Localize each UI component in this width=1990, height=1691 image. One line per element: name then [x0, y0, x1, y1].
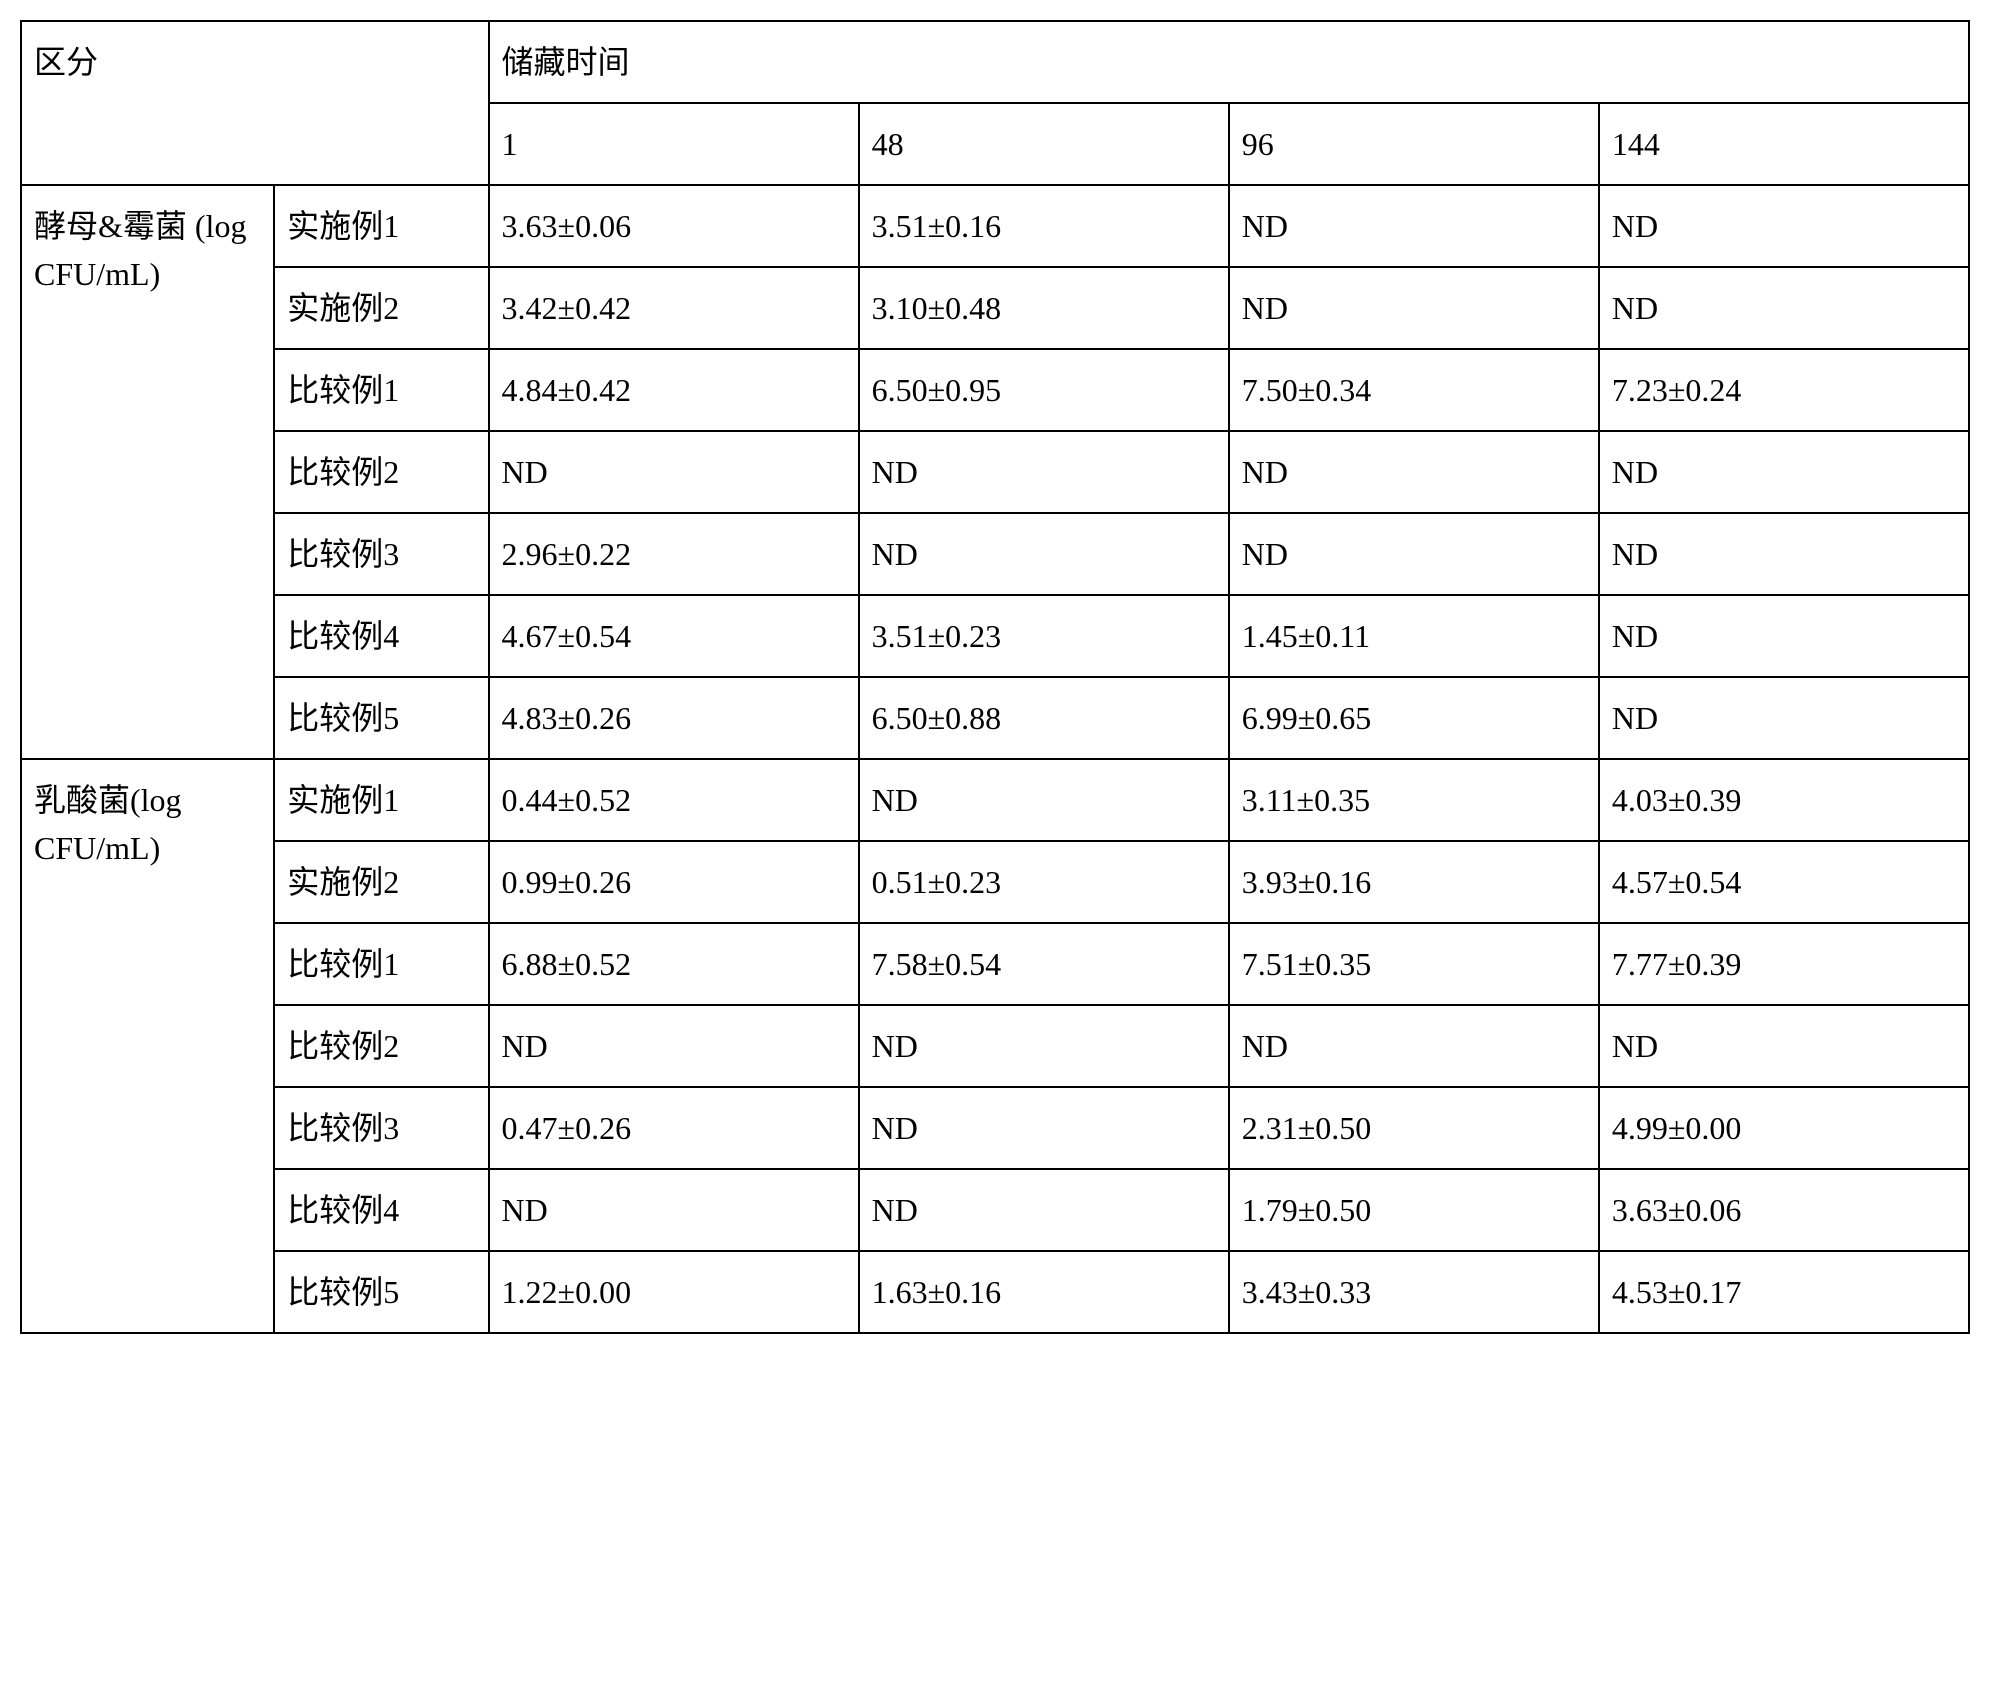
- cell-value: 6.88±0.52: [489, 923, 859, 1005]
- cell-value: 1.45±0.11: [1229, 595, 1599, 677]
- cell-value: ND: [859, 1005, 1229, 1087]
- cell-value: 7.50±0.34: [1229, 349, 1599, 431]
- table-row: 比较例5 4.83±0.26 6.50±0.88 6.99±0.65 ND: [21, 677, 1969, 759]
- cell-value: 4.53±0.17: [1599, 1251, 1969, 1333]
- data-table: 区分 储藏时间 1 48 96 144 酵母&霉菌 (log CFU/mL) 实…: [20, 20, 1970, 1334]
- cell-value: ND: [859, 1169, 1229, 1251]
- table-row: 比较例4 4.67±0.54 3.51±0.23 1.45±0.11 ND: [21, 595, 1969, 677]
- cell-value: 4.84±0.42: [489, 349, 859, 431]
- cell-value: 7.23±0.24: [1599, 349, 1969, 431]
- cell-value: ND: [1229, 513, 1599, 595]
- cell-value: 3.63±0.06: [489, 185, 859, 267]
- cell-value: ND: [489, 1169, 859, 1251]
- row-label: 比较例4: [274, 1169, 488, 1251]
- table-row: 比较例4 ND ND 1.79±0.50 3.63±0.06: [21, 1169, 1969, 1251]
- cell-value: ND: [1599, 513, 1969, 595]
- cell-value: 3.51±0.23: [859, 595, 1229, 677]
- cell-value: 4.83±0.26: [489, 677, 859, 759]
- cell-value: 3.10±0.48: [859, 267, 1229, 349]
- row-label: 比较例1: [274, 923, 488, 1005]
- row-label: 比较例5: [274, 677, 488, 759]
- table-row: 实施例2 0.99±0.26 0.51±0.23 3.93±0.16 4.57±…: [21, 841, 1969, 923]
- cell-value: 7.77±0.39: [1599, 923, 1969, 1005]
- cell-value: 1.63±0.16: [859, 1251, 1229, 1333]
- group-name-cell: 酵母&霉菌 (log CFU/mL): [21, 185, 274, 759]
- cell-value: 4.67±0.54: [489, 595, 859, 677]
- table-row: 比较例3 0.47±0.26 ND 2.31±0.50 4.99±0.00: [21, 1087, 1969, 1169]
- cell-value: 0.47±0.26: [489, 1087, 859, 1169]
- cell-value: 2.96±0.22: [489, 513, 859, 595]
- header-row-1: 区分 储藏时间: [21, 21, 1969, 103]
- cell-value: 6.50±0.95: [859, 349, 1229, 431]
- cell-value: ND: [1229, 185, 1599, 267]
- cell-value: 0.44±0.52: [489, 759, 859, 841]
- cell-value: 4.57±0.54: [1599, 841, 1969, 923]
- time-col-96: 96: [1229, 103, 1599, 185]
- cell-value: ND: [1599, 185, 1969, 267]
- cell-value: ND: [1599, 1005, 1969, 1087]
- group-name-cell: 乳酸菌(log CFU/mL): [21, 759, 274, 1333]
- cell-value: 0.51±0.23: [859, 841, 1229, 923]
- row-label: 比较例5: [274, 1251, 488, 1333]
- row-label: 比较例2: [274, 431, 488, 513]
- cell-value: 6.99±0.65: [1229, 677, 1599, 759]
- cell-value: ND: [489, 431, 859, 513]
- row-label: 实施例2: [274, 267, 488, 349]
- table-row: 酵母&霉菌 (log CFU/mL) 实施例1 3.63±0.06 3.51±0…: [21, 185, 1969, 267]
- row-label: 比较例1: [274, 349, 488, 431]
- table-row: 比较例1 4.84±0.42 6.50±0.95 7.50±0.34 7.23±…: [21, 349, 1969, 431]
- table-row: 乳酸菌(log CFU/mL) 实施例1 0.44±0.52 ND 3.11±0…: [21, 759, 1969, 841]
- cell-value: 3.43±0.33: [1229, 1251, 1599, 1333]
- row-label: 比较例3: [274, 513, 488, 595]
- time-col-144: 144: [1599, 103, 1969, 185]
- row-label: 比较例2: [274, 1005, 488, 1087]
- cell-value: 1.79±0.50: [1229, 1169, 1599, 1251]
- cell-value: 3.93±0.16: [1229, 841, 1599, 923]
- table-row: 比较例2 ND ND ND ND: [21, 1005, 1969, 1087]
- cell-value: 2.31±0.50: [1229, 1087, 1599, 1169]
- table-row: 比较例1 6.88±0.52 7.58±0.54 7.51±0.35 7.77±…: [21, 923, 1969, 1005]
- cell-value: 4.03±0.39: [1599, 759, 1969, 841]
- cell-value: ND: [1229, 431, 1599, 513]
- cell-value: ND: [1229, 267, 1599, 349]
- row-label: 实施例1: [274, 185, 488, 267]
- cell-value: 3.11±0.35: [1229, 759, 1599, 841]
- table-row: 比较例2 ND ND ND ND: [21, 431, 1969, 513]
- cell-value: ND: [1599, 431, 1969, 513]
- table-body: 区分 储藏时间 1 48 96 144 酵母&霉菌 (log CFU/mL) 实…: [21, 21, 1969, 1333]
- cell-value: ND: [859, 513, 1229, 595]
- table-row: 实施例2 3.42±0.42 3.10±0.48 ND ND: [21, 267, 1969, 349]
- table-row: 比较例5 1.22±0.00 1.63±0.16 3.43±0.33 4.53±…: [21, 1251, 1969, 1333]
- row-label: 实施例2: [274, 841, 488, 923]
- cell-value: 7.51±0.35: [1229, 923, 1599, 1005]
- group-column-header: 区分: [21, 21, 489, 185]
- time-col-1: 1: [489, 103, 859, 185]
- cell-value: 3.51±0.16: [859, 185, 1229, 267]
- row-label: 比较例4: [274, 595, 488, 677]
- cell-value: ND: [859, 1087, 1229, 1169]
- cell-value: 0.99±0.26: [489, 841, 859, 923]
- cell-value: 1.22±0.00: [489, 1251, 859, 1333]
- cell-value: ND: [859, 759, 1229, 841]
- time-header: 储藏时间: [489, 21, 1970, 103]
- row-label: 比较例3: [274, 1087, 488, 1169]
- time-col-48: 48: [859, 103, 1229, 185]
- cell-value: ND: [1599, 677, 1969, 759]
- cell-value: ND: [489, 1005, 859, 1087]
- cell-value: ND: [1599, 267, 1969, 349]
- cell-value: 4.99±0.00: [1599, 1087, 1969, 1169]
- cell-value: ND: [859, 431, 1229, 513]
- cell-value: ND: [1599, 595, 1969, 677]
- row-label: 实施例1: [274, 759, 488, 841]
- cell-value: 3.63±0.06: [1599, 1169, 1969, 1251]
- cell-value: 7.58±0.54: [859, 923, 1229, 1005]
- table-row: 比较例3 2.96±0.22 ND ND ND: [21, 513, 1969, 595]
- cell-value: ND: [1229, 1005, 1599, 1087]
- cell-value: 6.50±0.88: [859, 677, 1229, 759]
- cell-value: 3.42±0.42: [489, 267, 859, 349]
